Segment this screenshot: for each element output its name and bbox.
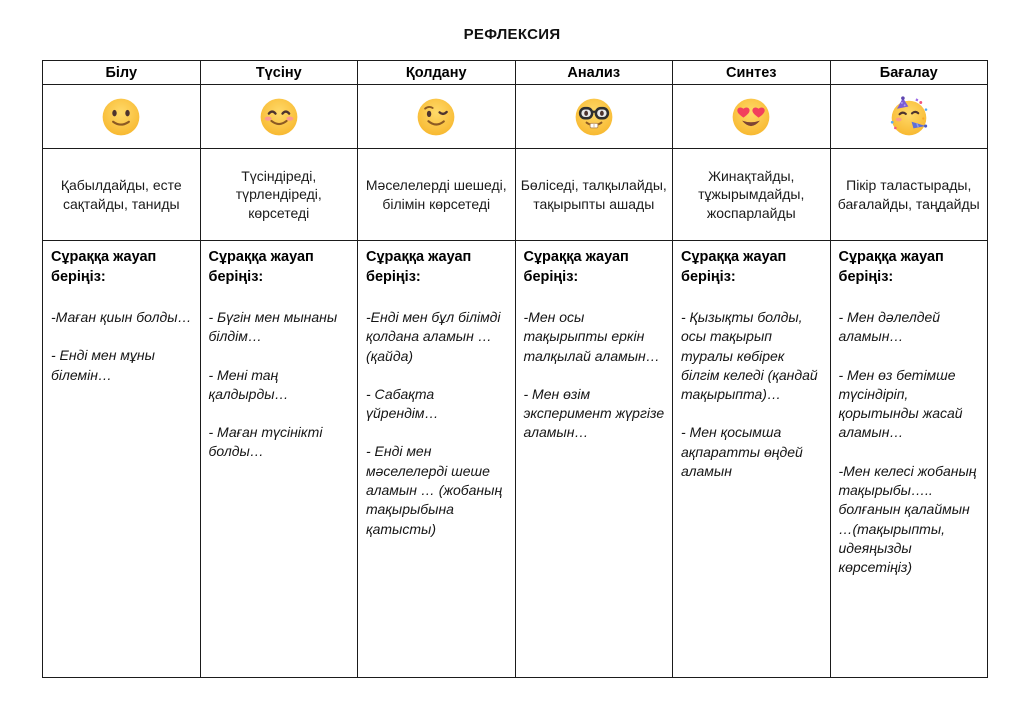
prompt-title: Сұраққа жауап беріңіз: — [681, 249, 787, 285]
description-cell: Мәселелерді шешеді, білімін көрсетеді — [357, 148, 516, 241]
emoji-row — [42, 84, 988, 149]
description-row: Қабылдайды, есте сақтайды, таниды Түсінд… — [42, 148, 988, 241]
header-row: Білу Түсіну Қолдану Анализ Синтез Бағала… — [42, 60, 988, 85]
prompt-item: - Қызықты болды, осы тақырып туралы көбі… — [681, 309, 818, 403]
partying-face-emoji — [890, 95, 928, 135]
prompt-title: Сұраққа жауап беріңіз: — [523, 249, 629, 285]
prompt-item: -Енді мен бұл білімді қолдана аламын …(қ… — [366, 309, 501, 364]
prompt-title: Сұраққа жауап беріңіз: — [208, 249, 314, 285]
emoji-cell — [672, 84, 831, 149]
nerd-face-emoji — [575, 98, 613, 135]
description-cell: Пікір таластырады, бағалайды, таңдайды — [829, 148, 988, 241]
prompts-row: Сұраққа жауап беріңіз: -Маған қиын болды… — [42, 240, 988, 678]
header-bagalau: Бағалау — [829, 60, 988, 85]
header-qoldanu: Қолдану — [357, 60, 516, 85]
emoji-cell — [514, 84, 673, 149]
header-analiz: Анализ — [514, 60, 673, 85]
prompt-item: - Енді мен мәселелерді шеше аламын … (жо… — [366, 443, 503, 537]
emoji-cell — [199, 84, 358, 149]
prompts-cell: Сұраққа жауап беріңіз: -Мен осы тақырыпт… — [514, 240, 673, 678]
prompt-item: - Сабақта үйрендім… — [366, 385, 439, 422]
prompt-item: - Енді мен мұны білемін… — [51, 347, 155, 383]
emoji-cell — [829, 84, 988, 149]
prompts-cell: Сұраққа жауап беріңіз: - Мен дәлелдей ал… — [829, 240, 988, 678]
prompt-item: - Мен қосымша ақпаратты өңдей аламын — [681, 424, 803, 480]
prompt-item: - Мен өзім эксперимент жүргізе аламын… — [523, 385, 665, 441]
prompt-title: Сұраққа жауап беріңіз: — [838, 249, 944, 285]
description-cell: Бөліседі, талқылайды, тақырыпты ашады — [514, 148, 673, 241]
prompt-item: -Мен келесі жобаның тақырыбы….. болғанын… — [838, 462, 977, 576]
prompt-item: - Мені таң қалдырды… — [208, 366, 289, 402]
prompts-cell: Сұраққа жауап беріңіз: -Енді мен бұл біл… — [357, 240, 516, 678]
prompt-item: - Мен дәлелдей аламын… — [838, 309, 941, 345]
emoji-cell — [357, 84, 516, 149]
prompt-item: - Мен өз бетімше түсіндіріп, қорытынды ж… — [838, 366, 963, 441]
prompt-item: - Маған түсінікті болды… — [208, 424, 323, 460]
prompt-title: Сұраққа жауап беріңіз: — [51, 249, 157, 285]
description-cell: Түсіндіреді, түрлендіреді, көрсетеді — [199, 148, 358, 241]
description-cell: Қабылдайды, есте сақтайды, таниды — [42, 148, 201, 241]
header-tusinu: Түсіну — [199, 60, 358, 85]
prompt-title: Сұраққа жауап беріңіз: — [366, 249, 472, 285]
prompts-cell: Сұраққа жауап беріңіз: -Маған қиын болды… — [42, 240, 201, 678]
page-title: РЕФЛЕКСИЯ — [463, 26, 561, 43]
prompts-cell: Сұраққа жауап беріңіз: - Қызықты болды, … — [672, 240, 831, 678]
header-bilu: Білу — [42, 60, 201, 85]
prompts-cell: Сұраққа жауап беріңіз: - Бүгін мен мынан… — [199, 240, 358, 678]
prompt-item: -Маған қиын болды… — [51, 309, 192, 326]
winking-face-emoji — [417, 98, 455, 135]
smiling-face-with-smiling-eyes-emoji — [260, 98, 298, 135]
prompt-item: -Мен осы тақырыпты еркін талқылай аламын… — [523, 309, 660, 364]
emoji-cell — [42, 84, 201, 149]
reflection-table: Білу Түсіну Қолдану Анализ Синтез Бағала… — [42, 60, 988, 678]
header-sintez: Синтез — [672, 60, 831, 85]
prompt-item: - Бүгін мен мынаны білдім… — [208, 309, 338, 345]
smiling-face-with-heart-eyes-emoji — [732, 98, 770, 135]
description-cell: Жинақтайды, тұжырымдайды, жоспарлайды — [672, 148, 831, 241]
slightly-smiling-face-emoji — [102, 98, 140, 135]
